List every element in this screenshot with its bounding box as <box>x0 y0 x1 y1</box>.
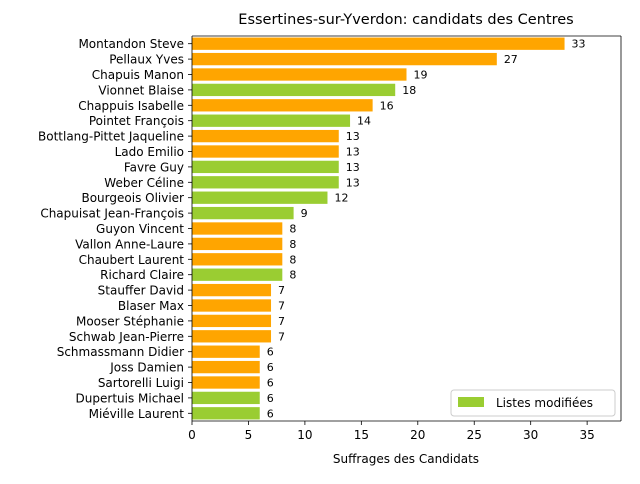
y-tick-label: Schwab Jean-Pierre <box>69 330 184 344</box>
y-tick-label: Lado Emilio <box>115 145 184 159</box>
bar <box>192 360 260 374</box>
x-tick-label: 5 <box>245 428 253 442</box>
bar <box>192 299 272 312</box>
bar-value-label: 8 <box>289 223 296 236</box>
bar <box>192 114 351 127</box>
x-tick-label: 10 <box>297 428 312 442</box>
x-axis-label: Suffrages des Candidats <box>333 452 479 466</box>
bar-value-label: 7 <box>278 300 285 313</box>
y-tick-label: Miéville Laurent <box>89 407 185 421</box>
x-tick-label: 25 <box>467 428 482 442</box>
legend-frame <box>450 389 616 417</box>
bar <box>192 330 272 343</box>
bar-value-label: 6 <box>267 377 274 390</box>
y-tick-label: Pointet François <box>89 114 184 128</box>
bar <box>192 253 283 266</box>
bar <box>192 206 294 220</box>
y-tick-label: Mooser Stéphanie <box>76 314 184 328</box>
bar-value-label: 7 <box>278 284 285 297</box>
y-tick-label: Blaser Max <box>118 299 184 313</box>
bar <box>192 83 396 97</box>
bar <box>192 145 339 158</box>
y-tick-label: Bottlang-Pittet Jaqueline <box>38 130 184 144</box>
bar-value-label: 6 <box>267 361 274 374</box>
bar-value-label: 7 <box>278 330 285 343</box>
chart-title: Essertines-sur-Yverdon: candidats des Ce… <box>238 12 573 28</box>
axis-spines <box>191 35 622 422</box>
bar-value-label: 6 <box>267 407 274 420</box>
y-tick-label: Vionnet Blaise <box>98 83 184 97</box>
bar-value-label: 33 <box>572 38 586 51</box>
y-tick-label: Chappuis Isabelle <box>78 99 184 113</box>
bar-value-label: 13 <box>346 161 360 174</box>
x-tick-label: 20 <box>410 428 425 442</box>
bar-value-label: 6 <box>267 346 274 359</box>
bar-value-label: 27 <box>504 53 518 66</box>
bar <box>192 345 260 358</box>
x-tick-label: 15 <box>354 428 369 442</box>
bar-value-label: 12 <box>334 192 348 205</box>
y-tick-label: Sartorelli Luigi <box>98 376 184 390</box>
bar <box>192 191 328 204</box>
bar <box>192 314 272 328</box>
bar-value-label: 13 <box>346 146 360 159</box>
y-tick-label: Chapuisat Jean-François <box>40 207 184 221</box>
bar <box>192 376 260 389</box>
bar-value-label: 13 <box>346 176 360 189</box>
bar <box>192 129 339 143</box>
bar-value-label: 9 <box>301 207 308 220</box>
bar <box>192 268 283 281</box>
y-tick-label: Pellaux Yves <box>109 53 184 67</box>
y-tick-label: Richard Claire <box>100 268 184 282</box>
bar-value-label: 8 <box>289 238 296 251</box>
y-tick-label: Dupertuis Michael <box>76 391 184 405</box>
bar-value-label: 18 <box>402 84 416 97</box>
x-tick-label: 35 <box>579 428 594 442</box>
bar-value-label: 13 <box>346 130 360 143</box>
bar-value-label: 7 <box>278 315 285 328</box>
y-tick-label: Montandon Steve <box>78 37 184 51</box>
bars-group <box>192 37 565 420</box>
bar-value-label: 8 <box>289 253 296 266</box>
bar <box>192 160 339 174</box>
y-tick-label: Stauffer David <box>98 284 184 298</box>
bar <box>192 407 260 420</box>
y-tick-label: Chapuis Manon <box>92 68 184 82</box>
y-tick-label: Favre Guy <box>124 160 184 174</box>
x-axis-ticks: 0 5 10 15 20 25 30 35 <box>188 421 595 442</box>
y-tick-label: Vallon Anne-Laure <box>75 237 184 251</box>
bar-value-label: 8 <box>289 269 296 282</box>
legend: Listes modifiées <box>450 389 616 417</box>
y-tick-label: Chaubert Laurent <box>79 253 185 267</box>
bar <box>192 52 497 66</box>
bar <box>192 176 339 189</box>
bar-value-label: 14 <box>357 115 371 128</box>
bar <box>192 222 283 235</box>
y-tick-label: Guyon Vincent <box>96 222 184 236</box>
bar <box>192 391 260 405</box>
legend-swatch <box>458 397 484 407</box>
bar-value-label: 19 <box>414 69 428 82</box>
y-tick-label: Bourgeois Olivier <box>81 191 184 205</box>
y-tick-label: Weber Céline <box>104 176 184 190</box>
bar-value-label: 16 <box>380 99 394 112</box>
bar <box>192 68 407 81</box>
bar <box>192 37 565 50</box>
x-tick-label: 0 <box>188 428 196 442</box>
bar <box>192 237 283 251</box>
legend-label: Listes modifiées <box>496 396 593 410</box>
bar-value-label: 6 <box>267 392 274 405</box>
bar <box>192 283 272 297</box>
bar <box>192 99 373 112</box>
y-tick-label: Joss Damien <box>109 361 184 375</box>
x-tick-label: 30 <box>523 428 538 442</box>
y-tick-label: Schmassmann Didier <box>57 345 184 359</box>
